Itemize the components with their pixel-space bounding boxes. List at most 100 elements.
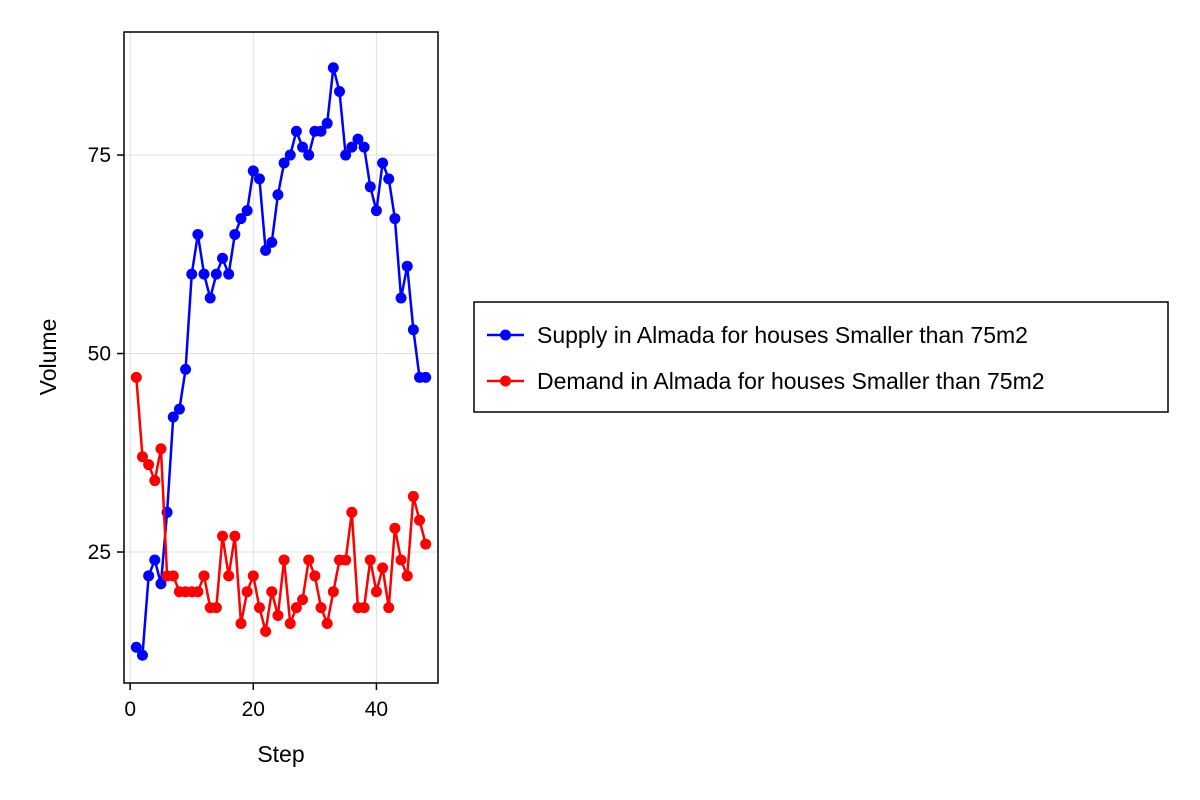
- series-2: [130, 371, 432, 637]
- data-point: [358, 141, 370, 153]
- data-point: [136, 451, 148, 463]
- data-point: [272, 189, 284, 201]
- data-point: [383, 173, 395, 185]
- data-point: [173, 403, 185, 415]
- data-point: [340, 149, 352, 161]
- data-point: [395, 554, 407, 566]
- data-point: [235, 213, 247, 225]
- data-point: [407, 324, 419, 336]
- data-point: [186, 268, 198, 280]
- data-point: [241, 586, 253, 598]
- data-point: [253, 602, 265, 614]
- data-point: [155, 443, 167, 455]
- data-point: [210, 602, 222, 614]
- data-point: [414, 514, 426, 526]
- legend-marker: [500, 329, 511, 341]
- data-point: [266, 236, 278, 248]
- data-point: [407, 490, 419, 502]
- data-point: [358, 602, 370, 614]
- series-1: [130, 62, 432, 661]
- data-point: [352, 133, 364, 145]
- data-point: [315, 602, 327, 614]
- data-point: [284, 617, 296, 629]
- data-point: [377, 562, 389, 574]
- data-point: [167, 570, 179, 582]
- data-point: [223, 268, 235, 280]
- data-point: [136, 649, 148, 661]
- y-tick-label: 75: [88, 144, 111, 167]
- y-tick-label: 50: [88, 343, 111, 366]
- legend-label: Supply in Almada for houses Smaller than…: [537, 322, 1028, 348]
- data-point: [297, 141, 309, 153]
- data-point: [278, 554, 290, 566]
- data-point: [204, 292, 216, 304]
- data-point: [401, 260, 413, 272]
- data-point: [149, 554, 161, 566]
- data-point: [420, 538, 432, 550]
- data-point: [297, 594, 309, 606]
- data-point: [217, 252, 229, 264]
- data-point: [303, 149, 315, 161]
- x-tick-label: 20: [242, 698, 265, 721]
- legend-label: Demand in Almada for houses Smaller than…: [537, 368, 1045, 394]
- data-point: [223, 570, 235, 582]
- data-point: [192, 586, 204, 598]
- data-point: [346, 506, 358, 518]
- series-line: [135, 66, 426, 657]
- data-point: [420, 371, 432, 383]
- x-tick-label: 0: [124, 698, 136, 721]
- data-point: [333, 86, 345, 98]
- data-point: [247, 570, 259, 582]
- data-point: [241, 205, 253, 217]
- data-point: [370, 205, 382, 217]
- data-point: [260, 625, 272, 637]
- data-point: [401, 570, 413, 582]
- data-point: [389, 522, 401, 534]
- data-point: [340, 554, 352, 566]
- data-point: [395, 292, 407, 304]
- y-axis-title: Volume: [35, 319, 61, 396]
- data-point: [198, 268, 210, 280]
- data-point: [290, 602, 302, 614]
- x-axis-title: Step: [257, 741, 304, 767]
- data-point: [278, 157, 290, 169]
- data-point: [284, 149, 296, 161]
- data-point: [235, 617, 247, 629]
- data-point: [266, 586, 278, 598]
- data-point: [309, 570, 321, 582]
- data-point: [143, 459, 155, 471]
- data-point: [272, 610, 284, 622]
- data-point: [229, 530, 241, 542]
- data-point: [247, 165, 259, 177]
- data-point: [389, 213, 401, 225]
- data-point: [167, 411, 179, 423]
- data-point: [217, 530, 229, 542]
- legend-box: [473, 301, 1169, 413]
- data-point: [383, 602, 395, 614]
- data-point: [321, 617, 333, 629]
- data-point: [149, 475, 161, 487]
- data-point: [364, 181, 376, 193]
- data-point: [327, 62, 339, 74]
- data-point: [155, 578, 167, 590]
- data-point: [321, 117, 333, 129]
- data-point: [210, 268, 222, 280]
- data-point: [370, 586, 382, 598]
- plot-frame: [123, 31, 439, 684]
- data-point: [290, 125, 302, 137]
- data-point: [130, 641, 142, 653]
- data-point: [192, 228, 204, 240]
- data-point: [346, 141, 358, 153]
- data-point: [229, 228, 241, 240]
- data-point: [180, 363, 192, 375]
- data-point: [327, 586, 339, 598]
- y-tick-label: 25: [88, 541, 111, 564]
- series-layer: [130, 62, 432, 661]
- legend-marker: [500, 375, 511, 387]
- data-point: [198, 570, 210, 582]
- data-point: [303, 554, 315, 566]
- legend: Supply in Almada for houses Smaller than…: [473, 301, 1169, 413]
- data-point: [315, 125, 327, 137]
- data-point: [377, 157, 389, 169]
